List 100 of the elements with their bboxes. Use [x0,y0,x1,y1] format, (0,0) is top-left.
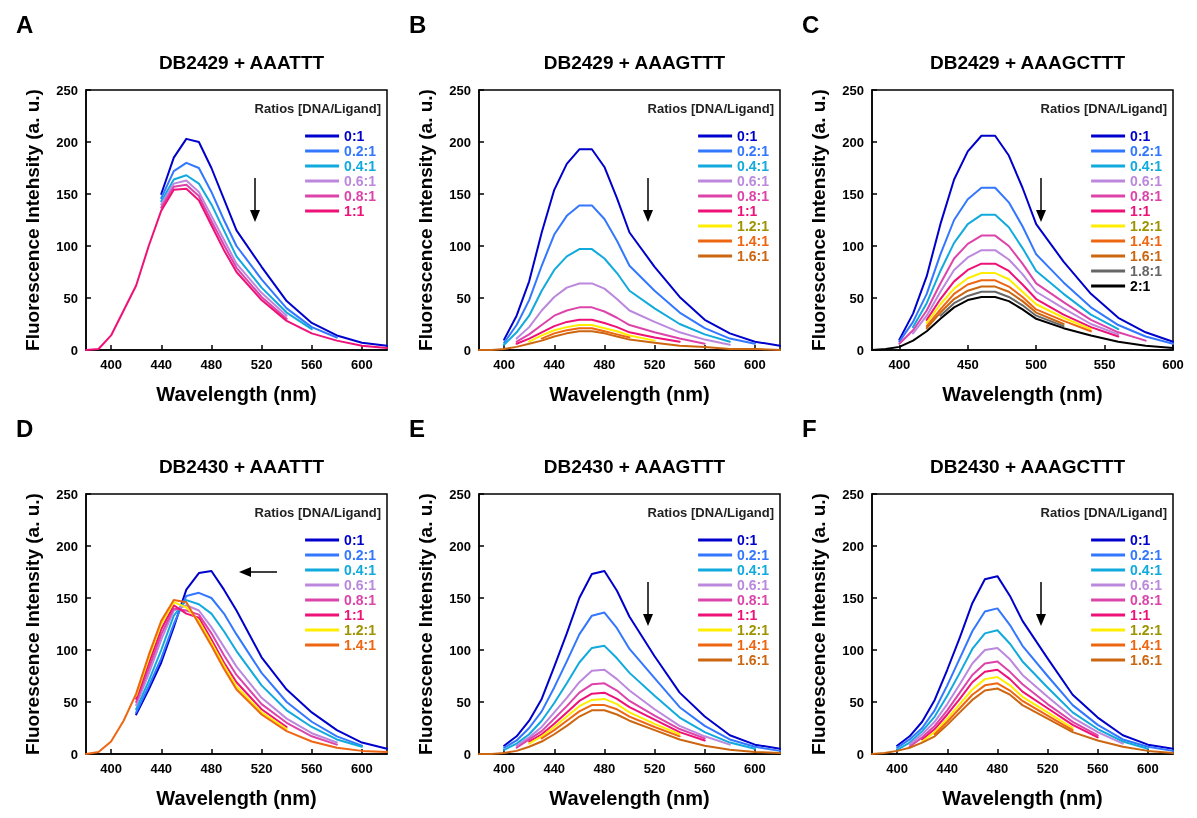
x-tick-label: 400 [493,357,515,372]
legend-label: 1.2:1 [737,218,770,234]
legend-label: 0.8:1 [344,592,377,608]
x-tick-label: 600 [351,357,373,372]
y-tick-label: 0 [463,342,471,358]
x-tick-label: 600 [744,761,766,776]
legend-label: 0:1 [737,532,758,548]
legend-label: 0.6:1 [737,173,770,189]
x-axis-title: Wavelength (nm) [156,383,317,405]
chart-title: DB2430 + AAAGCTTT [929,456,1126,477]
y-tick-label: 150 [449,186,471,202]
x-tick-label: 400 [100,761,122,776]
legend-label: 1:1 [344,203,365,219]
y-tick-label: 250 [56,486,78,502]
legend-label: 0.2:1 [737,547,770,563]
y-tick-label: 0 [856,342,864,358]
legend-label: 0.2:1 [1130,143,1163,159]
x-tick-label: 480 [986,761,1009,776]
legend-label: 1.2:1 [1130,622,1163,638]
legend-label: 0.4:1 [344,562,377,578]
legend-label: 1.2:1 [737,622,770,638]
y-tick-label: 100 [56,642,78,658]
legend-title: Ratios [DNA/Ligand] [254,505,382,520]
x-tick-label: 400 [100,357,122,372]
y-tick-label: 250 [449,82,471,98]
x-tick-label: 600 [351,761,373,776]
x-tick-label: 560 [693,761,716,776]
legend-label: 0.2:1 [344,143,377,159]
legend-label: 1:1 [737,203,758,219]
legend-label: 0.6:1 [344,577,377,593]
x-tick-label: 520 [1036,761,1059,776]
legend-title: Ratios [DNA/Ligand] [647,101,775,116]
legend-label: 0:1 [1130,128,1151,144]
legend-label: 1.4:1 [737,233,770,249]
legend-label: 0:1 [344,532,365,548]
x-tick-label: 440 [543,357,566,372]
legend-label: 1.4:1 [344,637,377,653]
text: D [16,414,34,442]
y-tick-label: 100 [842,642,864,658]
legend-label: 1.2:1 [1130,218,1163,234]
x-tick-label: 520 [643,357,666,372]
legend-label: 0.6:1 [1130,173,1163,189]
x-tick-label: 400 [493,761,515,776]
x-tick-label: 500 [1025,357,1048,372]
y-axis-title: Fluorescence Intensity (a. u.) [808,493,829,755]
y-tick-label: 100 [449,238,471,254]
x-axis-title: Wavelength (nm) [942,787,1103,809]
legend-label: 1:1 [737,607,758,623]
y-tick-label: 200 [449,538,471,554]
x-tick-label: 440 [936,761,959,776]
y-tick-label: 200 [842,538,864,554]
y-tick-label: 150 [842,186,864,202]
legend-label: 0.2:1 [1130,547,1163,563]
legend-label: 0.6:1 [1130,577,1163,593]
legend-label: 0.2:1 [344,547,377,563]
y-axis-title: Fluorescence Intensity (a. u.) [22,493,43,755]
legend-label: 0.4:1 [344,158,377,174]
legend-label: 0.8:1 [1130,592,1163,608]
y-tick-label: 100 [842,238,864,254]
y-tick-label: 250 [56,82,78,98]
chart-title: DB2430 + AAATTT [158,456,325,477]
legend-label: 0:1 [344,128,365,144]
y-tick-label: 250 [449,486,471,502]
y-tick-label: 250 [842,486,864,502]
y-tick-label: 150 [56,186,78,202]
x-tick-label: 450 [956,357,979,372]
y-tick-label: 0 [856,746,864,762]
y-tick-label: 250 [842,82,864,98]
text: E [409,414,426,442]
x-tick-label: 520 [250,357,273,372]
chart-title: DB2429 + AAATTT [158,52,325,73]
text: F [802,414,817,442]
legend-label: 0.6:1 [737,577,770,593]
x-tick-label: 550 [1093,357,1116,372]
x-tick-label: 480 [593,761,616,776]
x-tick-label: 440 [543,761,566,776]
x-tick-label: 520 [643,761,666,776]
y-axis-title: Fluorescence Intensity (a. u.) [415,89,436,351]
y-tick-label: 200 [56,538,78,554]
x-axis-title: Wavelength (nm) [942,383,1103,405]
x-tick-label: 400 [886,761,908,776]
x-tick-label: 560 [693,357,716,372]
x-tick-label: 600 [1162,357,1184,372]
legend-label: 1.6:1 [737,652,770,668]
x-tick-label: 440 [150,761,173,776]
legend-label: 1.8:1 [1130,263,1163,279]
legend-label: 1:1 [344,607,365,623]
y-tick-label: 50 [456,290,471,306]
x-tick-label: 520 [250,761,273,776]
y-tick-label: 0 [463,746,471,762]
x-tick-label: 560 [300,357,323,372]
legend-title: Ratios [DNA/Ligand] [1040,505,1168,520]
legend-label: 0.8:1 [737,592,770,608]
y-tick-label: 150 [56,590,78,606]
y-tick-label: 200 [56,134,78,150]
legend-label: 0.8:1 [344,188,377,204]
chart-title: DB2429 + AAAGTTT [543,52,726,73]
legend-title: Ratios [DNA/Ligand] [254,101,382,116]
legend-label: 1.6:1 [1130,248,1163,264]
legend-label: 1.4:1 [1130,637,1163,653]
